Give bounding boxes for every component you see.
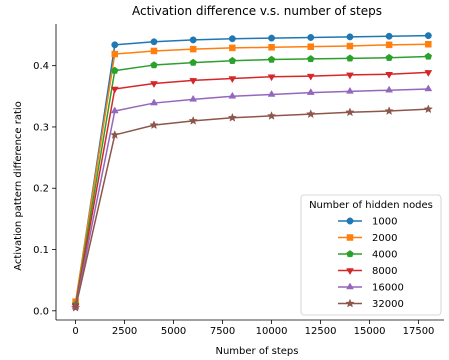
- data-point-16000: [110, 106, 119, 114]
- legend-label-4000: 4000: [372, 250, 397, 261]
- x-tick-label: 7500: [210, 326, 235, 337]
- data-point-32000: [110, 130, 120, 139]
- legend-label-32000: 32000: [372, 299, 404, 310]
- data-point-2000: [385, 41, 393, 49]
- data-point-2000: [307, 43, 314, 50]
- data-point-16000: [424, 84, 433, 92]
- legend: Number of hidden nodes 10002000400080001…: [300, 194, 442, 316]
- y-axis-title: Activation pattern difference ratio: [13, 101, 24, 271]
- data-point-16000: [228, 91, 237, 99]
- data-point-1000: [189, 36, 197, 44]
- data-point-32000: [149, 120, 159, 130]
- x-tick-label: 2500: [112, 326, 137, 337]
- legend-marker-8000: [346, 268, 354, 276]
- y-tick-label: 0.1: [33, 245, 49, 256]
- legend-items: 1000 2000 4000 8000 16000 32000: [338, 217, 404, 310]
- data-point-1000: [228, 35, 236, 43]
- data-point-2000: [268, 44, 275, 51]
- data-point-4000: [307, 55, 315, 63]
- data-point-2000: [150, 47, 158, 55]
- data-point-2000: [229, 44, 236, 52]
- data-point-16000: [385, 85, 394, 93]
- data-point-4000: [267, 55, 276, 63]
- data-point-16000: [267, 89, 276, 97]
- data-point-8000: [110, 86, 119, 94]
- data-point-8000: [189, 78, 198, 85]
- legend-marker-2000: [346, 234, 354, 241]
- x-axis-title: Number of steps: [215, 346, 298, 357]
- data-point-4000: [111, 66, 119, 74]
- series-line-16000: [74, 88, 429, 308]
- data-point-4000: [424, 52, 433, 60]
- data-point-16000: [150, 98, 158, 106]
- data-point-32000: [266, 111, 277, 120]
- data-point-8000: [385, 72, 394, 79]
- x-tick-label: 5000: [161, 326, 186, 337]
- series-line-32000: [74, 108, 429, 308]
- legend-label-16000: 16000: [372, 283, 404, 294]
- data-point-1000: [346, 33, 354, 41]
- data-point-8000: [424, 70, 433, 77]
- legend-title: Number of hidden nodes: [309, 200, 433, 211]
- data-point-1000: [424, 32, 432, 40]
- data-point-1000: [385, 32, 393, 40]
- data-point-4000: [385, 53, 393, 61]
- data-point-4000: [346, 54, 354, 62]
- chart-title: Activation difference v.s. number of ste…: [132, 4, 382, 18]
- y-tick-label: 0.2: [33, 184, 49, 195]
- data-point-16000: [346, 86, 354, 94]
- data-point-32000: [345, 107, 355, 117]
- data-point-8000: [267, 74, 276, 82]
- data-point-1000: [150, 38, 158, 46]
- data-point-8000: [306, 73, 315, 81]
- x-tick-label: 17500: [403, 326, 435, 337]
- data-point-32000: [423, 104, 433, 114]
- data-point-2000: [425, 40, 432, 48]
- legend-label-8000: 8000: [372, 266, 397, 277]
- y-tick-label: 0.4: [33, 61, 49, 72]
- data-point-16000: [189, 94, 198, 102]
- plot-area: 0 2500 5000 7500 10000 12500 15000 17500 0.0 0.1 0…: [33, 24, 444, 337]
- data-point-4000: [150, 61, 158, 69]
- series-line-2000: [74, 43, 429, 302]
- data-point-32000: [227, 112, 238, 122]
- data-point-1000: [111, 41, 119, 49]
- data-point-32000: [188, 115, 198, 125]
- x-tick-label: 10000: [256, 326, 288, 337]
- data-point-4000: [228, 56, 237, 64]
- data-point-1000: [268, 34, 276, 42]
- data-point-8000: [228, 76, 237, 84]
- data-point-8000: [150, 81, 158, 88]
- data-point-1000: [307, 34, 315, 41]
- series-line-1000: [74, 34, 429, 304]
- x-tick-label: 12500: [305, 326, 337, 337]
- x-tick-label: 15000: [354, 326, 386, 337]
- data-point-8000: [346, 72, 354, 80]
- data-point-32000: [306, 109, 316, 119]
- y-tick-label: 0.0: [33, 306, 49, 317]
- series-line-4000: [74, 55, 429, 305]
- legend-marker-4000: [346, 250, 354, 258]
- legend-label-1000: 1000: [372, 217, 397, 228]
- legend-label-2000: 2000: [372, 233, 397, 244]
- data-point-16000: [306, 88, 315, 95]
- series-line-8000: [74, 71, 429, 307]
- legend-marker-1000: [346, 217, 354, 225]
- data-point-2000: [189, 45, 197, 53]
- data-point-32000: [70, 302, 81, 312]
- legend-box: [300, 194, 442, 316]
- x-tick-label: 0: [72, 326, 78, 337]
- data-point-32000: [384, 106, 394, 115]
- y-tick-label: 0.3: [33, 122, 49, 133]
- legend-marker-16000: [346, 282, 354, 290]
- data-point-2000: [346, 42, 354, 50]
- legend-marker-32000: [345, 298, 355, 308]
- data-point-2000: [111, 50, 119, 58]
- data-point-4000: [189, 58, 197, 66]
